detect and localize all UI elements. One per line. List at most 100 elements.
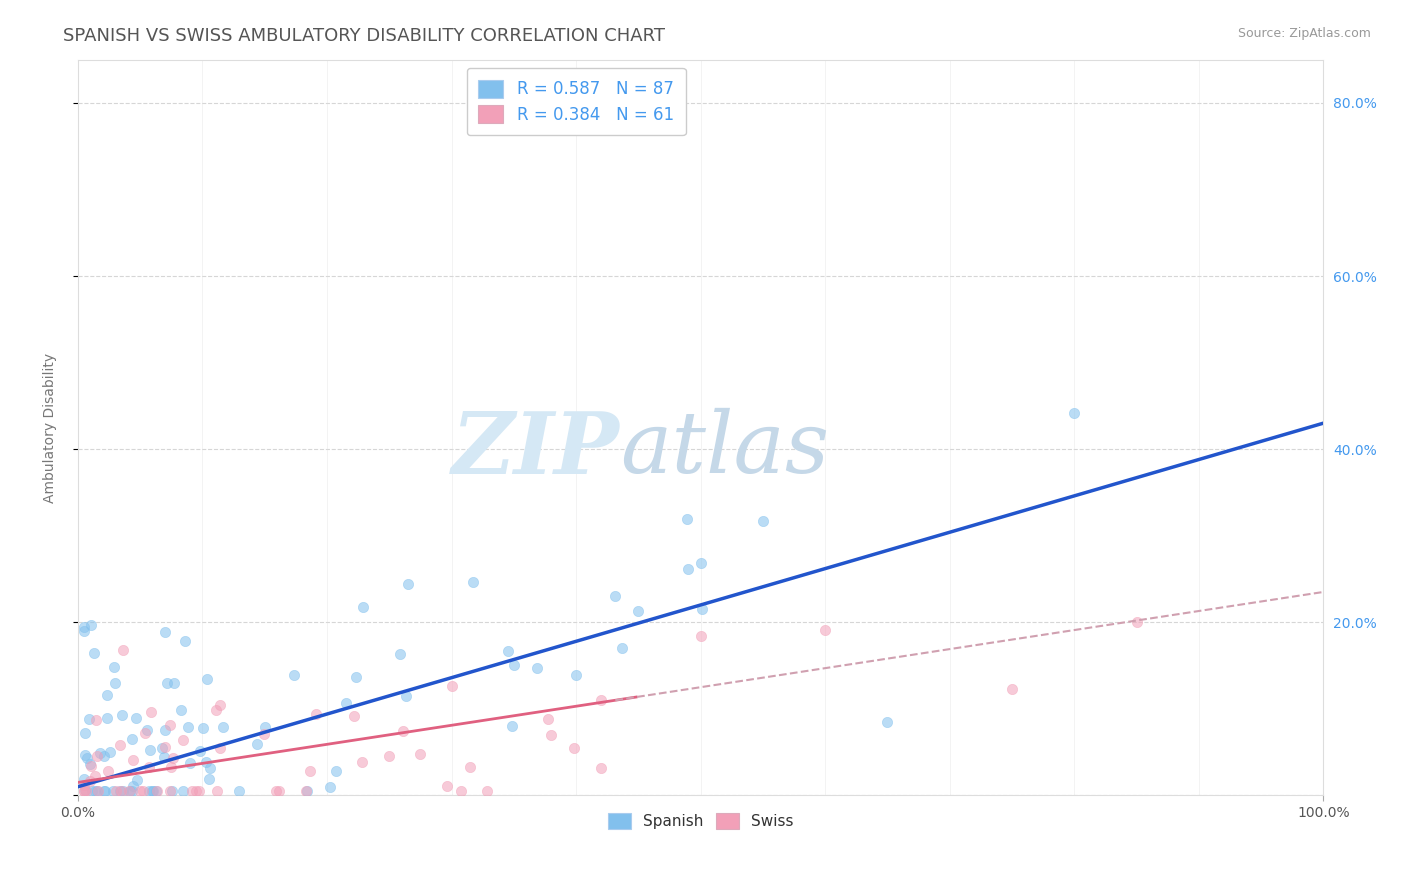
Point (172, 784, 194, 798)
Point (79, 712, 101, 726)
Point (589, 761, 612, 775)
Point (110, 784, 132, 798)
Point (676, 512, 699, 526)
Point (440, 679, 463, 693)
Point (540, 728, 562, 742)
Point (689, 556, 711, 570)
Text: Source: ZipAtlas.com: Source: ZipAtlas.com (1237, 27, 1371, 40)
Point (208, 740, 231, 755)
Point (98, 745, 121, 759)
Point (299, 764, 322, 778)
Point (188, 744, 211, 758)
Point (73, 772, 96, 787)
Point (692, 602, 714, 616)
Point (264, 784, 287, 798)
Point (146, 784, 169, 798)
Point (627, 604, 650, 618)
Point (73, 624, 96, 638)
Point (170, 703, 193, 717)
Point (197, 772, 219, 786)
Point (267, 784, 290, 798)
Point (79, 757, 101, 772)
Point (409, 747, 432, 761)
Point (253, 726, 276, 740)
Point (153, 723, 176, 737)
Point (132, 784, 155, 798)
Point (145, 784, 167, 798)
Point (436, 780, 458, 794)
Point (195, 672, 218, 686)
Point (209, 698, 232, 713)
Point (138, 760, 160, 774)
Point (141, 784, 163, 798)
Point (118, 784, 141, 798)
Point (352, 600, 374, 615)
Point (93, 748, 115, 763)
Point (295, 784, 318, 798)
Point (129, 784, 152, 798)
Point (207, 784, 229, 798)
Point (605, 589, 627, 603)
Point (76, 750, 98, 764)
Point (395, 689, 418, 703)
Point (141, 706, 163, 720)
Y-axis label: Ambulatory Disability: Ambulatory Disability (44, 352, 58, 502)
Point (73, 784, 96, 798)
Point (110, 784, 132, 798)
Point (343, 709, 366, 723)
Point (122, 753, 145, 767)
Point (93, 784, 115, 798)
Point (96, 711, 118, 725)
Point (86, 749, 108, 764)
Text: SPANISH VS SWISS AMBULATORY DISABILITY CORRELATION CHART: SPANISH VS SWISS AMBULATORY DISABILITY C… (63, 27, 665, 45)
Point (105, 784, 128, 798)
Point (562, 741, 585, 756)
Point (73, 620, 96, 634)
Point (501, 718, 523, 732)
Point (172, 733, 194, 747)
Point (325, 764, 347, 778)
Point (103, 660, 125, 674)
Point (188, 784, 211, 798)
Point (150, 741, 173, 756)
Point (80, 784, 103, 798)
Text: ZIP: ZIP (451, 408, 620, 491)
Point (253, 720, 276, 734)
Point (389, 647, 412, 661)
Point (1063, 406, 1085, 420)
Point (89, 746, 111, 760)
Point (350, 756, 373, 770)
Point (205, 703, 228, 717)
Point (80, 617, 103, 632)
Point (160, 760, 183, 774)
Point (335, 696, 357, 710)
Point (86, 784, 108, 798)
Point (392, 724, 415, 739)
Point (153, 740, 176, 755)
Point (121, 784, 143, 798)
Point (125, 711, 148, 725)
Point (344, 670, 367, 684)
Point (139, 743, 162, 757)
Point (246, 737, 269, 751)
Point (112, 643, 135, 657)
Point (79, 773, 101, 788)
Point (156, 676, 179, 690)
Point (496, 644, 519, 658)
Point (198, 761, 221, 775)
Point (134, 726, 156, 740)
Legend: Spanish, Swiss: Spanish, Swiss (602, 806, 800, 836)
Point (173, 634, 195, 648)
Point (93, 784, 115, 798)
Point (689, 628, 711, 642)
Point (1001, 681, 1024, 696)
Point (475, 784, 498, 798)
Point (159, 784, 181, 798)
Point (228, 784, 250, 798)
Point (75, 784, 97, 798)
Point (101, 784, 124, 798)
Point (83, 784, 105, 798)
Point (118, 784, 141, 798)
Point (179, 756, 201, 770)
Point (180, 784, 202, 798)
